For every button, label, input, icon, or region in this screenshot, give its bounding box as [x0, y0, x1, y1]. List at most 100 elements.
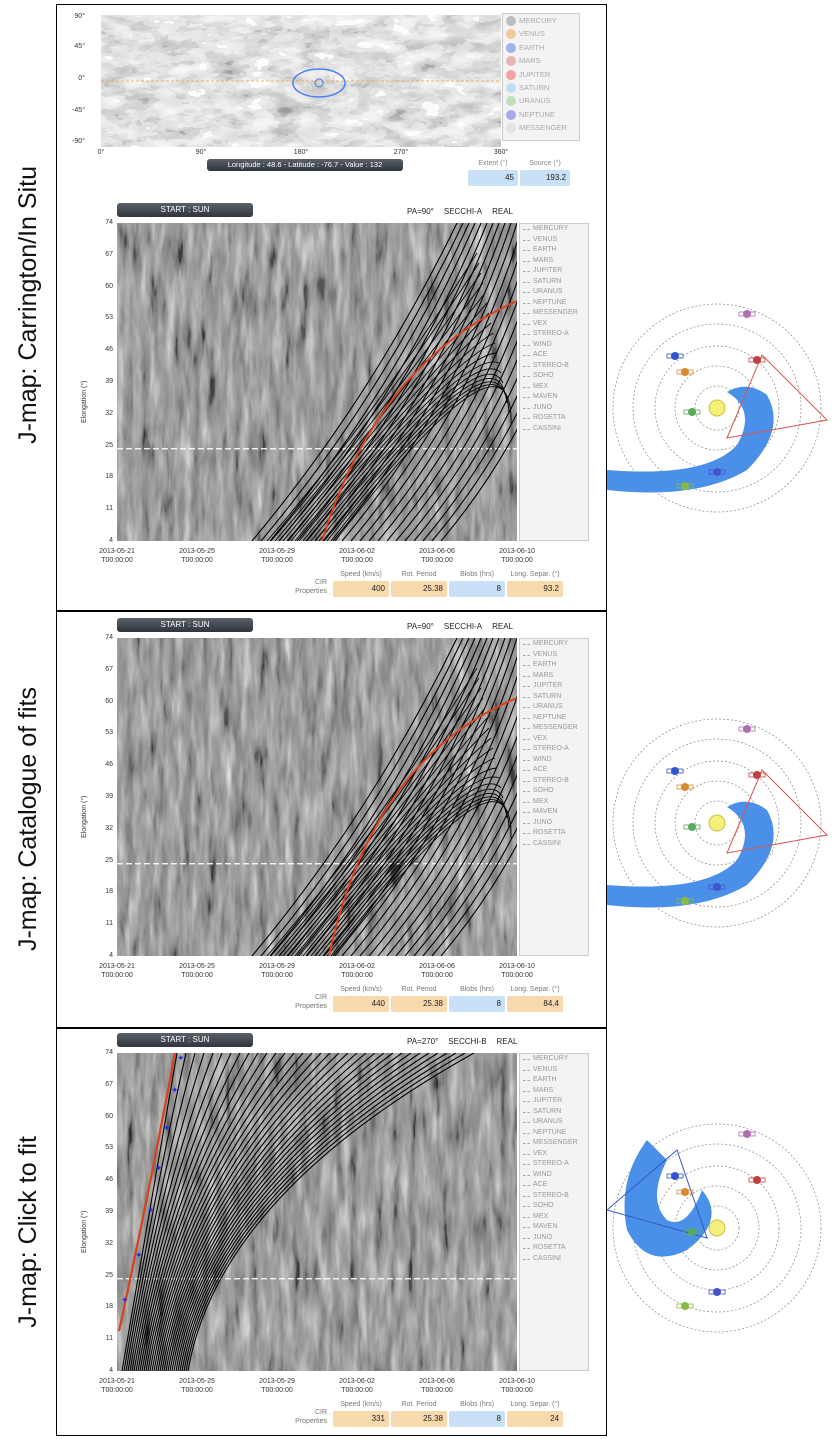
planet-legend-item[interactable]: URANUS — [503, 94, 579, 107]
spacecraft-legend-item[interactable]: SOHO — [520, 786, 588, 797]
property-value[interactable]: 25.38 — [391, 1411, 447, 1427]
spacecraft-legend-item[interactable]: VENUS — [520, 1065, 588, 1076]
jmap-plot[interactable]: ✦ ✦ ✦ ✦ ✦ ✦ ✦ — [117, 1053, 517, 1371]
spacecraft-legend-item[interactable]: VENUS — [520, 650, 588, 661]
jmap-plot[interactable] — [117, 638, 517, 956]
spacecraft-legend-item[interactable]: URANUS — [520, 1117, 588, 1128]
source-field[interactable]: Source (°) 193.2 — [520, 157, 570, 186]
spacecraft-legend-item[interactable]: ACE — [520, 350, 588, 361]
spacecraft-legend-item[interactable]: MESSENGER — [520, 723, 588, 734]
start-sun-button[interactable]: START : SUN — [117, 203, 253, 217]
spacecraft-legend-item[interactable]: MERCURY — [520, 1054, 588, 1065]
property-value[interactable]: 93.2 — [507, 581, 563, 597]
planet-legend-item[interactable]: VENUS — [503, 27, 579, 40]
spacecraft-legend-item[interactable]: URANUS — [520, 287, 588, 298]
spacecraft-legend-item[interactable]: ROSETTA — [520, 828, 588, 839]
cir-property-field[interactable]: Rot. Period 25.38 — [391, 1399, 447, 1429]
spacecraft-legend-item[interactable]: EARTH — [520, 245, 588, 256]
spacecraft-legend-item[interactable]: NEPTUNE — [520, 1128, 588, 1139]
spacecraft-legend-item[interactable]: STEREO-B — [520, 361, 588, 372]
spacecraft-legend-item[interactable]: SATURN — [520, 277, 588, 288]
spacecraft-legend-item[interactable]: URANUS — [520, 702, 588, 713]
cir-property-field[interactable]: Rot. Period 25.38 — [391, 569, 447, 599]
spacecraft-legend-item[interactable]: VEX — [520, 1149, 588, 1160]
spacecraft-legend-item[interactable]: ROSETTA — [520, 413, 588, 424]
spacecraft-legend-item[interactable]: MEX — [520, 382, 588, 393]
spacecraft-legend-item[interactable]: EARTH — [520, 1075, 588, 1086]
spacecraft-legend-item[interactable]: MEX — [520, 1212, 588, 1223]
cir-property-field[interactable]: Blobs (hrs) 8 — [449, 569, 505, 599]
planet-legend-item[interactable]: MESSENGER — [503, 121, 579, 134]
planet-legend-item[interactable]: EARTH — [503, 41, 579, 54]
property-value[interactable]: 24 — [507, 1411, 563, 1427]
spacecraft-legend-item[interactable]: STEREO-B — [520, 776, 588, 787]
cir-property-field[interactable]: Long. Separ. (°) 24 — [507, 1399, 563, 1429]
spacecraft-legend-item[interactable]: STEREO-B — [520, 1191, 588, 1202]
spacecraft-legend-item[interactable]: MARS — [520, 1086, 588, 1097]
spacecraft-legend-item[interactable]: JUPITER — [520, 681, 588, 692]
spacecraft-legend-item[interactable]: MARS — [520, 671, 588, 682]
start-sun-button[interactable]: START : SUN — [117, 1033, 253, 1047]
spacecraft-legend-item[interactable]: NEPTUNE — [520, 298, 588, 309]
cir-property-field[interactable]: Blobs (hrs) 8 — [449, 984, 505, 1014]
spacecraft-legend-item[interactable]: JUPITER — [520, 1096, 588, 1107]
spacecraft-legend-item[interactable]: ACE — [520, 1180, 588, 1191]
spacecraft-legend-item[interactable]: MESSENGER — [520, 1138, 588, 1149]
planet-legend-item[interactable]: MARS — [503, 54, 579, 67]
cir-property-field[interactable]: Speed (km/s) 440 — [333, 984, 389, 1014]
spacecraft-legend-item[interactable]: SOHO — [520, 371, 588, 382]
spacecraft-legend-item[interactable]: JUNO — [520, 818, 588, 829]
property-value[interactable]: 8 — [449, 1411, 505, 1427]
source-value[interactable]: 193.2 — [520, 170, 570, 186]
cir-property-field[interactable]: Speed (km/s) 400 — [333, 569, 389, 599]
property-value[interactable]: 25.38 — [391, 581, 447, 597]
spacecraft-legend-item[interactable]: MAVEN — [520, 807, 588, 818]
spacecraft-legend-item[interactable]: STEREO-A — [520, 1159, 588, 1170]
cir-property-field[interactable]: Speed (km/s) 331 — [333, 1399, 389, 1429]
cir-property-field[interactable]: Blobs (hrs) 8 — [449, 1399, 505, 1429]
property-value[interactable]: 84.4 — [507, 996, 563, 1012]
spacecraft-legend-item[interactable]: VENUS — [520, 235, 588, 246]
spacecraft-legend-item[interactable]: MARS — [520, 256, 588, 267]
spacecraft-legend-item[interactable]: SOHO — [520, 1201, 588, 1212]
planet-legend-item[interactable]: SATURN — [503, 81, 579, 94]
spacecraft-legend-item[interactable]: JUNO — [520, 403, 588, 414]
spacecraft-legend-item[interactable]: JUNO — [520, 1233, 588, 1244]
property-value[interactable]: 400 — [333, 581, 389, 597]
spacecraft-legend-item[interactable]: CASSINI — [520, 839, 588, 850]
spacecraft-legend-item[interactable]: JUPITER — [520, 266, 588, 277]
extent-value[interactable]: 45 — [468, 170, 518, 186]
spacecraft-legend-item[interactable]: CASSINI — [520, 1254, 588, 1265]
spacecraft-legend-item[interactable]: ROSETTA — [520, 1243, 588, 1254]
spacecraft-legend-item[interactable]: EARTH — [520, 660, 588, 671]
spacecraft-legend-item[interactable]: MERCURY — [520, 224, 588, 235]
property-value[interactable]: 440 — [333, 996, 389, 1012]
spacecraft-legend-item[interactable]: MEX — [520, 797, 588, 808]
spacecraft-legend-item[interactable]: MAVEN — [520, 1222, 588, 1233]
spacecraft-legend-item[interactable]: STEREO-A — [520, 329, 588, 340]
cir-property-field[interactable]: Long. Separ. (°) 93.2 — [507, 569, 563, 599]
planet-legend-item[interactable]: NEPTUNE — [503, 108, 579, 121]
cir-property-field[interactable]: Long. Separ. (°) 84.4 — [507, 984, 563, 1014]
spacecraft-legend-item[interactable]: MESSENGER — [520, 308, 588, 319]
spacecraft-legend-item[interactable]: SATURN — [520, 1107, 588, 1118]
property-value[interactable]: 8 — [449, 581, 505, 597]
cir-property-field[interactable]: Rot. Period 25.38 — [391, 984, 447, 1014]
spacecraft-legend-item[interactable]: WIND — [520, 340, 588, 351]
spacecraft-legend-item[interactable]: STEREO-A — [520, 744, 588, 755]
start-sun-button[interactable]: START : SUN — [117, 618, 253, 632]
spacecraft-legend-item[interactable]: VEX — [520, 319, 588, 330]
planet-legend-item[interactable]: MERCURY — [503, 14, 579, 27]
extent-field[interactable]: Extent (°) 45 — [468, 157, 518, 186]
spacecraft-legend-item[interactable]: CASSINI — [520, 424, 588, 435]
carrington-map[interactable] — [101, 15, 501, 147]
property-value[interactable]: 331 — [333, 1411, 389, 1427]
spacecraft-legend-item[interactable]: MAVEN — [520, 392, 588, 403]
property-value[interactable]: 8 — [449, 996, 505, 1012]
property-value[interactable]: 25.38 — [391, 996, 447, 1012]
spacecraft-legend-item[interactable]: ACE — [520, 765, 588, 776]
spacecraft-legend-item[interactable]: SATURN — [520, 692, 588, 703]
jmap-plot[interactable] — [117, 223, 517, 541]
spacecraft-legend-item[interactable]: WIND — [520, 755, 588, 766]
spacecraft-legend-item[interactable]: WIND — [520, 1170, 588, 1181]
